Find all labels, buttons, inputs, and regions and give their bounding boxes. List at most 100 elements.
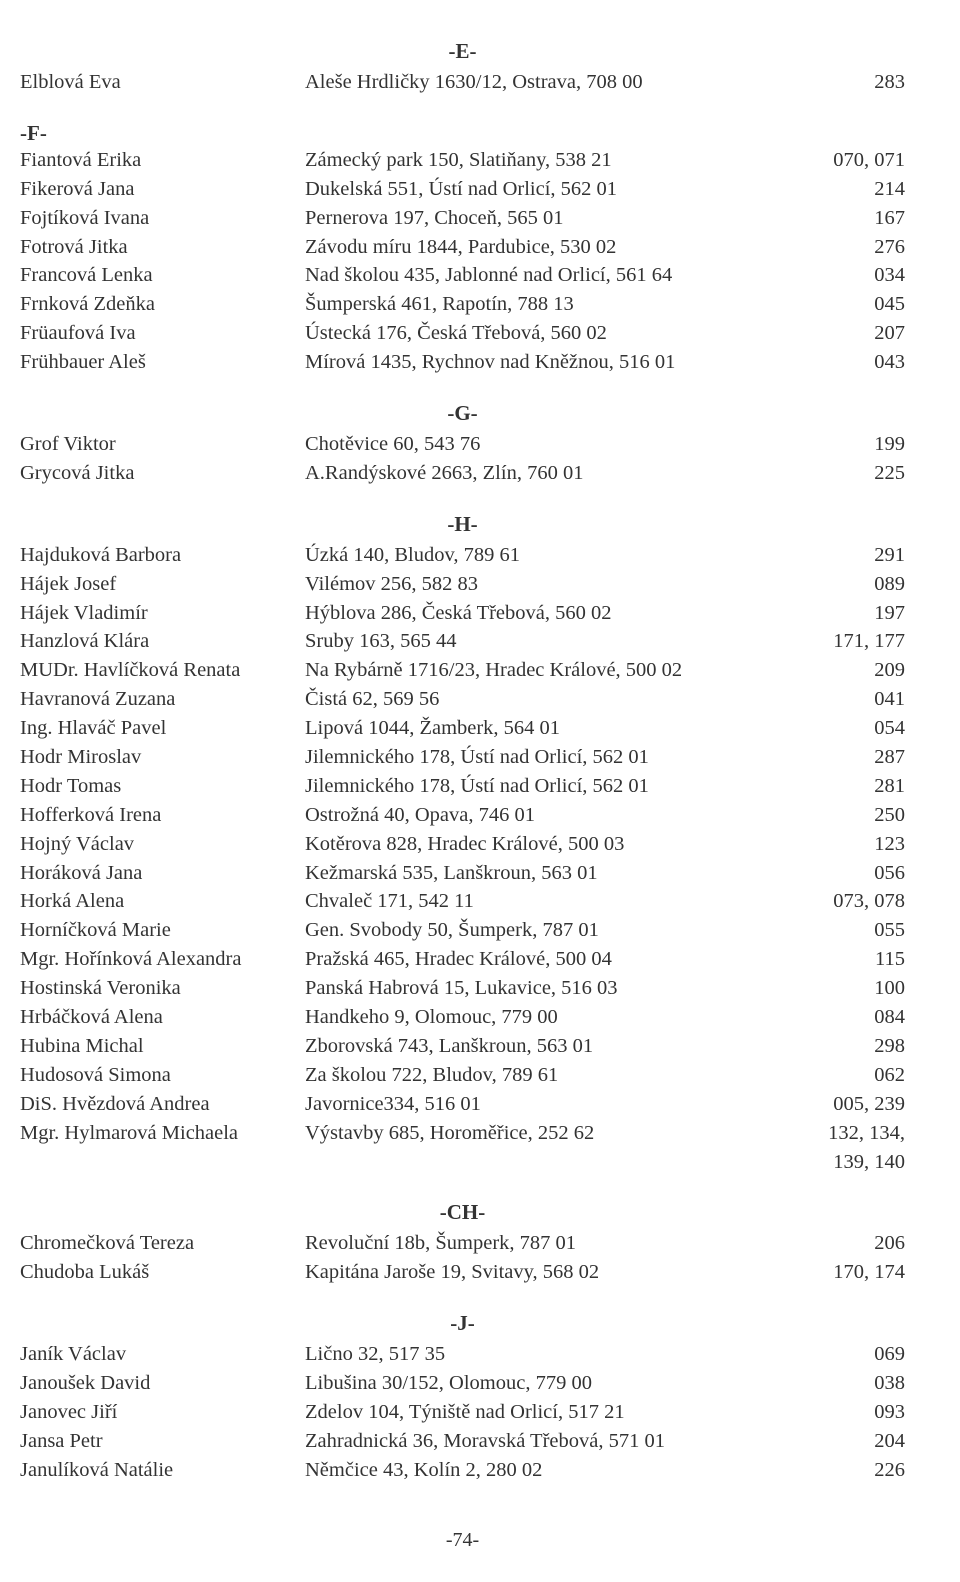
entry-number: 055 xyxy=(810,916,905,945)
entry-name: Grof Viktor xyxy=(20,430,305,459)
entry-address: Úzká 140, Bludov, 789 61 xyxy=(305,541,810,570)
entry-name: Jansa Petr xyxy=(20,1427,305,1456)
entry-number: 204 xyxy=(810,1427,905,1456)
directory-entry: Hájek VladimírHýblova 286, Česká Třebová… xyxy=(20,599,905,628)
entry-address: Pražská 465, Hradec Králové, 500 04 xyxy=(305,945,810,974)
directory-entry: Hajduková BarboraÚzká 140, Bludov, 789 6… xyxy=(20,541,905,570)
directory-entry: Fiantová ErikaZámecký park 150, Slatiňan… xyxy=(20,146,905,175)
entry-address: Zdelov 104, Týniště nad Orlicí, 517 21 xyxy=(305,1398,810,1427)
entry-number: 167 xyxy=(810,204,905,233)
entry-address: Čistá 62, 569 56 xyxy=(305,685,810,714)
entry-number: 034 xyxy=(810,261,905,290)
directory-entry: Janovec JiříZdelov 104, Týniště nad Orli… xyxy=(20,1398,905,1427)
entry-address: Zborovská 743, Lanškroun, 563 01 xyxy=(305,1032,810,1061)
entry-name: Hubina Michal xyxy=(20,1032,305,1061)
directory-entry: Mgr. Hylmarová MichaelaVýstavby 685, Hor… xyxy=(20,1119,905,1148)
entry-name: Grycová Jitka xyxy=(20,459,305,488)
entry-number: 093 xyxy=(810,1398,905,1427)
directory-entry: Hudosová SimonaZa školou 722, Bludov, 78… xyxy=(20,1061,905,1090)
entry-address: Hýblova 286, Česká Třebová, 560 02 xyxy=(305,599,810,628)
entry-number: 250 xyxy=(810,801,905,830)
entry-name xyxy=(20,1148,305,1177)
directory-entry: Ing. Hlaváč PavelLipová 1044, Žamberk, 5… xyxy=(20,714,905,743)
entry-number: 276 xyxy=(810,233,905,262)
entry-address: Pernerova 197, Choceň, 565 01 xyxy=(305,204,810,233)
entry-number: 139, 140 xyxy=(810,1148,905,1177)
directory-entry: Hubina MichalZborovská 743, Lanškroun, 5… xyxy=(20,1032,905,1061)
entry-number: 100 xyxy=(810,974,905,1003)
entry-name: Hajduková Barbora xyxy=(20,541,305,570)
entry-number: 123 xyxy=(810,830,905,859)
entry-address: Kežmarská 535, Lanškroun, 563 01 xyxy=(305,859,810,888)
entry-number: 225 xyxy=(810,459,905,488)
entry-name: Horáková Jana xyxy=(20,859,305,888)
directory-entry: MUDr. Havlíčková RenataNa Rybárně 1716/2… xyxy=(20,656,905,685)
directory-entry: Chromečková TerezaRevoluční 18b, Šumperk… xyxy=(20,1229,905,1258)
entry-number: 171, 177 xyxy=(810,627,905,656)
directory-entry: Havranová ZuzanaČistá 62, 569 56041 xyxy=(20,685,905,714)
directory-entry: Hodr MiroslavJilemnického 178, Ústí nad … xyxy=(20,743,905,772)
entry-name: DiS. Hvězdová Andrea xyxy=(20,1090,305,1119)
entry-address: Lipová 1044, Žamberk, 564 01 xyxy=(305,714,810,743)
entry-address: Výstavby 685, Horoměřice, 252 62 xyxy=(305,1119,810,1148)
directory-entry: Hostinská VeronikaPanská Habrová 15, Luk… xyxy=(20,974,905,1003)
entry-name: Chudoba Lukáš xyxy=(20,1258,305,1287)
entry-number: 199 xyxy=(810,430,905,459)
directory-entry: Janík VáclavLično 32, 517 35069 xyxy=(20,1340,905,1369)
directory-entry: Grycová JitkaA.Randýskové 2663, Zlín, 76… xyxy=(20,459,905,488)
entry-address xyxy=(305,1148,810,1177)
entry-address: Za školou 722, Bludov, 789 61 xyxy=(305,1061,810,1090)
entry-name: Hojný Václav xyxy=(20,830,305,859)
entry-address: Zahradnická 36, Moravská Třebová, 571 01 xyxy=(305,1427,810,1456)
entry-number: 132, 134, xyxy=(810,1119,905,1148)
directory-entry: Elblová EvaAleše Hrdličky 1630/12, Ostra… xyxy=(20,68,905,97)
entry-name: Mgr. Hořínková Alexandra xyxy=(20,945,305,974)
directory-entry: Horká AlenaChvaleč 171, 542 11073, 078 xyxy=(20,887,905,916)
entry-name: Fiantová Erika xyxy=(20,146,305,175)
section-header: -CH- xyxy=(20,1200,905,1225)
entry-name: Frühbauer Aleš xyxy=(20,348,305,377)
entry-name: Hrbáčková Alena xyxy=(20,1003,305,1032)
entry-number: 045 xyxy=(810,290,905,319)
entry-name: Ing. Hlaváč Pavel xyxy=(20,714,305,743)
entry-number: 043 xyxy=(810,348,905,377)
directory-entry: DiS. Hvězdová AndreaJavornice334, 516 01… xyxy=(20,1090,905,1119)
directory-entry: Janulíková NatálieNěmčice 43, Kolín 2, 2… xyxy=(20,1456,905,1485)
entry-number: 054 xyxy=(810,714,905,743)
page-container: -E-Elblová EvaAleše Hrdličky 1630/12, Os… xyxy=(0,0,960,1582)
entry-name: Horníčková Marie xyxy=(20,916,305,945)
entry-name: Havranová Zuzana xyxy=(20,685,305,714)
directory-entry: Mgr. Hořínková AlexandraPražská 465, Hra… xyxy=(20,945,905,974)
entry-address: Vilémov 256, 582 83 xyxy=(305,570,810,599)
entry-number: 070, 071 xyxy=(810,146,905,175)
entry-address: Zámecký park 150, Slatiňany, 538 21 xyxy=(305,146,810,175)
entry-address: Gen. Svobody 50, Šumperk, 787 01 xyxy=(305,916,810,945)
directory-entry: Hodr TomasJilemnického 178, Ústí nad Orl… xyxy=(20,772,905,801)
entry-number: 281 xyxy=(810,772,905,801)
entry-name: Hudosová Simona xyxy=(20,1061,305,1090)
entry-name: Mgr. Hylmarová Michaela xyxy=(20,1119,305,1148)
entry-name: Janík Václav xyxy=(20,1340,305,1369)
section-header: -G- xyxy=(20,401,905,426)
entry-number: 298 xyxy=(810,1032,905,1061)
entry-name: MUDr. Havlíčková Renata xyxy=(20,656,305,685)
entry-number: 089 xyxy=(810,570,905,599)
entry-address: Panská Habrová 15, Lukavice, 516 03 xyxy=(305,974,810,1003)
entry-name: Fotrová Jitka xyxy=(20,233,305,262)
directory-entry: Hrbáčková AlenaHandkeho 9, Olomouc, 779 … xyxy=(20,1003,905,1032)
entry-name: Janoušek David xyxy=(20,1369,305,1398)
directory-entry: Fikerová JanaDukelská 551, Ústí nad Orli… xyxy=(20,175,905,204)
entry-address: Lično 32, 517 35 xyxy=(305,1340,810,1369)
entry-name: Hofferková Irena xyxy=(20,801,305,830)
entry-number: 214 xyxy=(810,175,905,204)
entry-address: Ostrožná 40, Opava, 746 01 xyxy=(305,801,810,830)
entry-number: 084 xyxy=(810,1003,905,1032)
directory-entry: Früaufová IvaÚstecká 176, Česká Třebová,… xyxy=(20,319,905,348)
entry-number: 209 xyxy=(810,656,905,685)
entry-address: Dukelská 551, Ústí nad Orlicí, 562 01 xyxy=(305,175,810,204)
entry-name: Janovec Jiří xyxy=(20,1398,305,1427)
directory-entry: Chudoba LukášKapitána Jaroše 19, Svitavy… xyxy=(20,1258,905,1287)
entry-name: Fojtíková Ivana xyxy=(20,204,305,233)
entry-name: Francová Lenka xyxy=(20,261,305,290)
directory-entry: Hofferková IrenaOstrožná 40, Opava, 746 … xyxy=(20,801,905,830)
